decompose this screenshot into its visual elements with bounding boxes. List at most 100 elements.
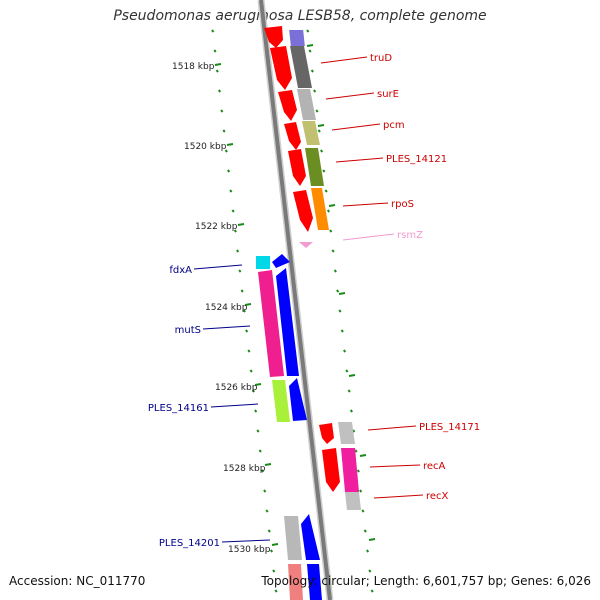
gene-block[interactable] — [307, 564, 322, 600]
tick-mark — [274, 589, 278, 593]
kbp-label: 1526 kbp — [215, 383, 258, 393]
gene-label-right[interactable]: surE — [377, 89, 399, 100]
major-tick — [264, 463, 272, 466]
gene-block[interactable] — [311, 188, 329, 230]
tick-mark — [233, 229, 237, 233]
tick-mark — [267, 529, 271, 533]
kbp-label: 1518 kbp — [172, 62, 215, 72]
gene-label-right[interactable]: pcm — [383, 120, 405, 131]
tick-mark — [333, 269, 337, 273]
tick-mark — [211, 29, 215, 33]
gene-label-right[interactable]: truD — [370, 53, 392, 64]
right-gene-labels: truD surE pcm PLES_14121 rpoS rsmZ PLES_14171r… — [320, 53, 480, 502]
gene-block[interactable] — [305, 148, 324, 186]
tick-mark — [236, 249, 240, 253]
leader-line — [331, 123, 381, 131]
leader-line — [320, 56, 368, 64]
tick-mark — [227, 169, 231, 173]
gene-block[interactable] — [272, 254, 290, 268]
gene-block[interactable] — [293, 190, 313, 232]
gene-label-left[interactable]: PLES_14201 — [159, 538, 220, 549]
left-gene-labels: fdxA mutS PLES_14161 PLES_14201 — [148, 264, 271, 549]
gene-block[interactable] — [288, 149, 306, 186]
tick-mark — [249, 369, 253, 373]
gene-label-left[interactable]: fdxA — [169, 265, 192, 276]
tick-mark — [247, 349, 251, 353]
major-tick — [226, 143, 234, 146]
major-tick — [338, 292, 346, 295]
gene-label-right[interactable]: recX — [426, 491, 449, 502]
leader-line — [342, 233, 395, 241]
tick-mark — [319, 149, 324, 153]
major-tick — [237, 223, 245, 226]
tick-mark — [349, 409, 354, 413]
gene-block[interactable] — [258, 270, 284, 377]
tick-mark — [368, 569, 372, 573]
major-tick — [254, 383, 262, 386]
gene-block[interactable] — [284, 516, 302, 560]
accession-text: Accession: NC_011770 — [9, 574, 146, 588]
gene-block[interactable] — [289, 378, 307, 421]
feature-track-forward — [264, 26, 361, 510]
tick-mark — [251, 389, 255, 393]
tick-mark — [213, 49, 217, 53]
tick-mark — [272, 569, 276, 573]
tick-mark — [256, 429, 260, 433]
tick-mark — [342, 349, 347, 353]
tick-mark — [229, 189, 233, 193]
gene-block[interactable] — [341, 448, 359, 492]
gene-block[interactable] — [264, 26, 283, 48]
map-title: Pseudomonas aeruginosa LESB58, complete … — [113, 8, 487, 24]
gene-label-right[interactable]: recA — [423, 461, 446, 472]
gene-block[interactable] — [289, 30, 305, 46]
major-tick — [359, 454, 367, 457]
tick-mark — [326, 209, 331, 213]
tick-mark — [308, 49, 312, 53]
tick-mark — [217, 89, 222, 93]
gene-block[interactable] — [276, 268, 299, 376]
tick-mark — [242, 309, 246, 313]
tick-mark — [215, 69, 219, 73]
tick-mark — [265, 509, 269, 513]
leader-line — [325, 92, 375, 100]
gene-block[interactable] — [322, 448, 340, 492]
gene-block[interactable] — [272, 380, 290, 422]
major-tick — [244, 303, 252, 306]
tick-mark — [245, 329, 249, 333]
gene-label-right[interactable]: rsmZ — [397, 230, 423, 241]
tick-mark — [365, 549, 370, 553]
gene-block[interactable] — [278, 90, 297, 121]
tick-mark — [222, 129, 226, 133]
gene-block[interactable] — [256, 256, 270, 269]
tick-mark — [354, 449, 358, 453]
tick-mark — [220, 109, 224, 113]
gene-block[interactable] — [299, 242, 313, 248]
tick-mark — [356, 469, 360, 473]
leader-line — [369, 464, 421, 468]
gene-label-left[interactable]: PLES_14161 — [148, 403, 209, 414]
gene-block[interactable] — [319, 423, 334, 444]
gene-label-left[interactable]: mutS — [175, 325, 201, 336]
tick-track — [211, 29, 376, 593]
major-tick — [328, 204, 336, 207]
gene-block[interactable] — [301, 514, 320, 560]
gene-block[interactable] — [288, 564, 303, 600]
summary-text: Topology: circular; Length: 6,601,757 bp… — [261, 574, 591, 588]
gene-block[interactable] — [297, 89, 316, 120]
gene-label-right[interactable]: PLES_14171 — [419, 422, 480, 433]
tick-mark — [329, 229, 333, 233]
tick-mark — [231, 209, 235, 213]
tick-mark — [340, 329, 344, 333]
gene-block[interactable] — [345, 492, 361, 510]
gene-label-right[interactable]: PLES_14121 — [386, 154, 447, 165]
gene-block[interactable] — [338, 422, 355, 444]
tick-mark — [347, 389, 351, 393]
gene-block[interactable] — [284, 122, 301, 150]
kbp-labels: 1518 kbp 1520 kbp 1522 kbp 1524 kbp 1526 kbp… — [172, 62, 271, 555]
gene-block[interactable] — [302, 121, 320, 145]
gene-block[interactable] — [270, 46, 292, 90]
gene-block[interactable] — [290, 46, 312, 88]
tick-mark — [363, 529, 367, 533]
gene-label-right[interactable]: rpoS — [391, 199, 414, 210]
